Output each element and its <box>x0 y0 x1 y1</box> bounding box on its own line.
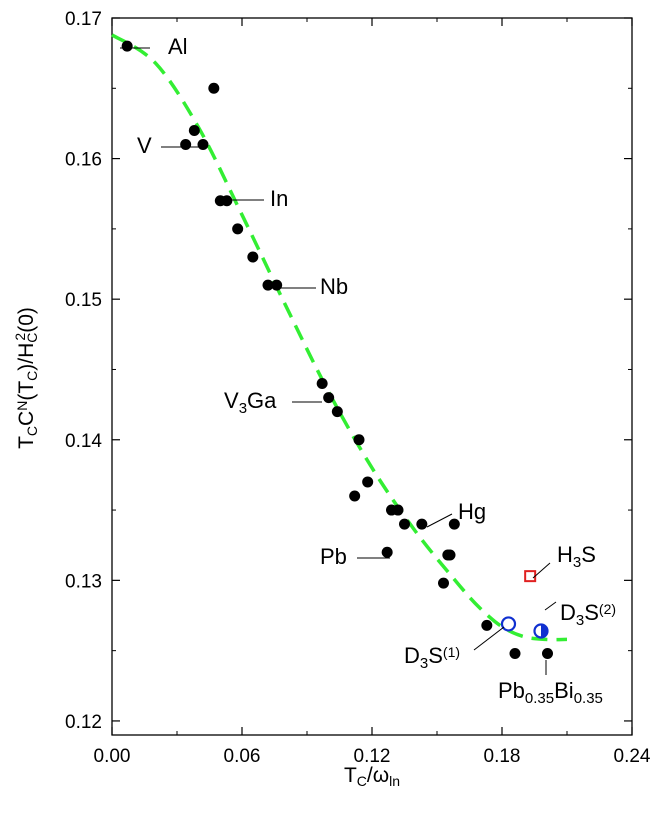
label-nb: Nb <box>320 274 348 299</box>
data-point <box>399 518 410 530</box>
data-point <box>481 619 493 631</box>
plot-frame <box>111 17 633 736</box>
h3s-marker <box>524 570 537 583</box>
data-point <box>349 490 361 502</box>
data-point <box>221 195 233 207</box>
d3s-2-marker-fill <box>541 624 548 638</box>
data-point <box>438 577 449 589</box>
label-d3s-1: D3S(1) <box>404 643 460 672</box>
y-tick-label: 0.14 <box>65 431 102 452</box>
data-point <box>188 124 200 136</box>
data-point <box>542 647 553 659</box>
data-point <box>448 518 460 530</box>
fit-curve <box>111 33 568 642</box>
x-tick-label: 0.06 <box>224 746 261 767</box>
plot-border <box>111 17 633 736</box>
data-point <box>232 223 244 235</box>
label-in: In <box>270 186 288 211</box>
label-v: V <box>137 133 152 158</box>
data-point <box>247 251 259 263</box>
x-tick-label: 0.18 <box>484 746 521 767</box>
data-point <box>381 546 393 558</box>
data-point <box>444 549 456 561</box>
data-point <box>262 279 274 291</box>
data-point <box>271 279 283 291</box>
x-tick-label: 0.24 <box>614 746 651 767</box>
data-point <box>353 434 365 446</box>
data-point <box>416 518 428 530</box>
label-al: Al <box>168 34 188 59</box>
y-tick-label: 0.16 <box>65 150 102 171</box>
d3s-1-marker <box>500 616 517 632</box>
axis-titles: TC/ωln TCCN(TC)/HC2(0) <box>12 307 400 789</box>
data-point <box>180 139 192 151</box>
y-tick-label: 0.13 <box>65 571 102 592</box>
data-point <box>208 82 220 94</box>
label-h3s: H3S <box>557 542 596 571</box>
data-point <box>121 40 133 52</box>
data-point <box>509 647 521 659</box>
leader-line <box>426 513 453 528</box>
leader-lines-layer <box>120 47 557 675</box>
y-tick-label: 0.17 <box>65 9 102 30</box>
data-point <box>362 476 374 488</box>
x-axis-title: TC/ωln <box>344 764 400 789</box>
data-point <box>323 392 335 404</box>
label-v3ga: V3Ga <box>224 388 277 417</box>
x-tick-label: 0.12 <box>354 746 391 767</box>
data-point <box>392 504 404 516</box>
fit-curve-layer <box>111 33 568 642</box>
label-hg: Hg <box>458 499 486 524</box>
y-axis-title: TCCN(TC)/HC2(0) <box>12 307 40 449</box>
leader-line <box>473 626 505 651</box>
leader-line <box>532 562 551 579</box>
y-tick-label: 0.15 <box>65 290 102 311</box>
label-pb: Pb <box>320 544 347 569</box>
leader-line <box>544 601 557 611</box>
label-d3s-2: D3S(2) <box>560 600 616 629</box>
y-tick-label: 0.12 <box>65 712 102 733</box>
data-point <box>331 406 343 418</box>
data-point <box>197 139 209 151</box>
point-labels-layer: Al V In Nb V3Ga Hg Pb H3S D3S(2) D3S(1) Pb0.35Bi0.… <box>137 34 616 707</box>
data-point <box>316 378 328 390</box>
axes: 0.00 0.06 0.12 0.18 0.24 0.12 0.13 0.14 0.15 0.16… <box>65 9 651 767</box>
label-pbbi: Pb0.35Bi0.35 <box>498 678 603 707</box>
x-tick-label: 0.00 <box>94 746 131 767</box>
